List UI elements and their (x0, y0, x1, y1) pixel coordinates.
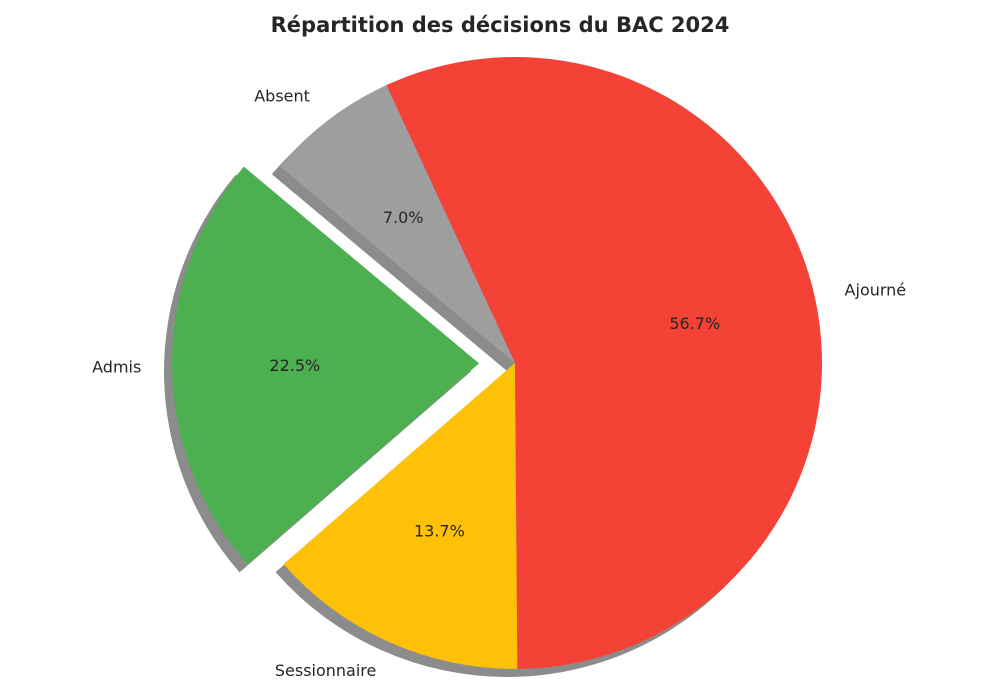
slice-ajourn- (386, 56, 822, 669)
pct-label-admis: 22.5% (269, 356, 320, 375)
slice-sessionnaire (283, 363, 518, 669)
pct-label-absent: 7.0% (383, 208, 424, 227)
pct-label-sessionnaire: 13.7% (414, 521, 465, 540)
pie-labels: 22.5% Admis 13.7% Sessionnaire 56.7% Ajourné 7… (92, 87, 906, 680)
chart-title: Répartition des décisions du BAC 2024 (271, 13, 730, 37)
slice-label-absent: Absent (254, 87, 310, 106)
pct-label-ajourn-: 56.7% (669, 314, 720, 333)
slice-label-ajourn-: Ajourné (845, 281, 907, 300)
slice-admis (172, 166, 480, 565)
slice-absent (279, 85, 515, 364)
slice-label-admis: Admis (92, 358, 141, 377)
pie-slices (172, 56, 822, 669)
slice-label-sessionnaire: Sessionnaire (275, 661, 377, 680)
